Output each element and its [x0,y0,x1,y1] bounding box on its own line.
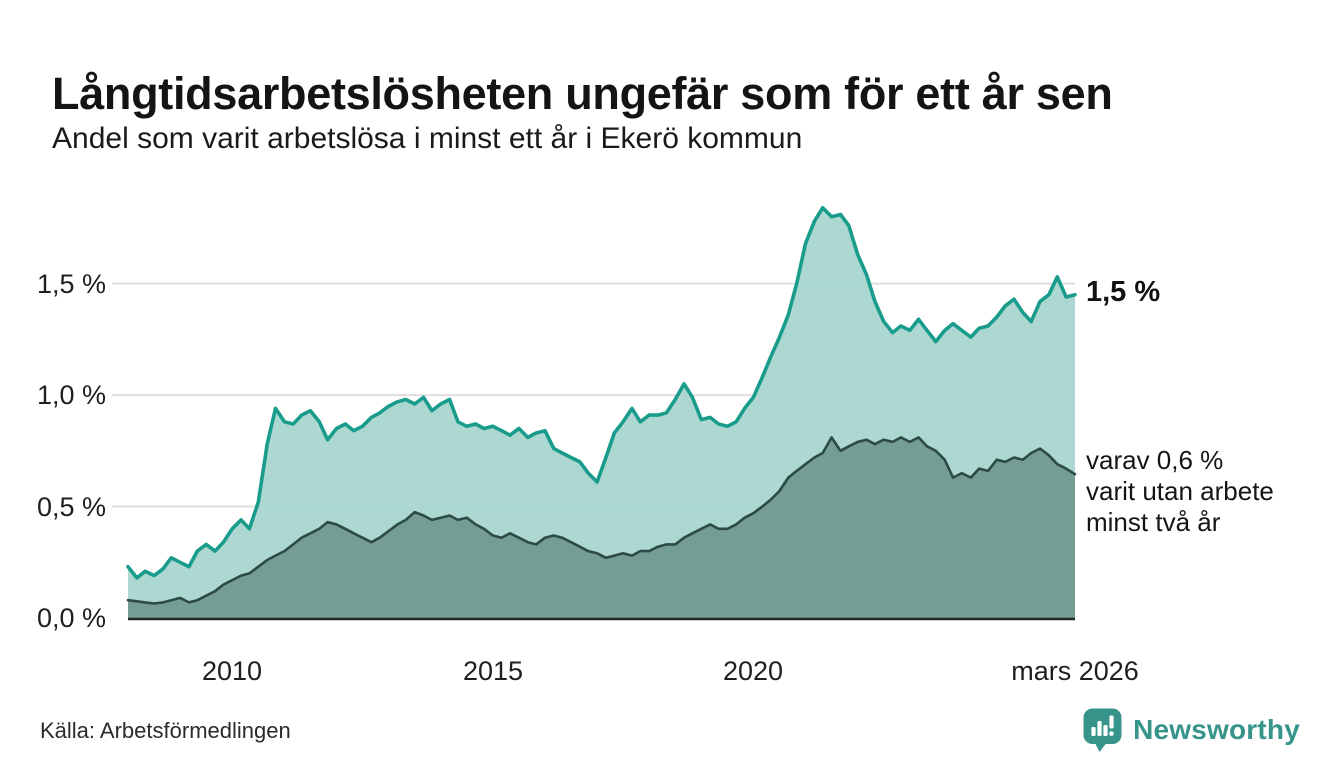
y-tick-label: 1,5 % [36,269,106,299]
newsworthy-wordmark: Newsworthy [1133,714,1300,745]
x-tick-label: 2020 [722,656,784,686]
series-lines-layer [126,206,1077,605]
x-tick-label: 2010 [201,656,263,686]
y-tick-label: 1,0 % [36,380,106,410]
end-value-label-total: 1,5 % [1086,276,1161,308]
x-tick-label: 2015 [462,656,524,686]
newsworthy-bubble-icon [1083,708,1122,752]
end-value-label-two-years: varav 0,6 % varit utan arbete minst två … [1086,445,1274,538]
area-fills-layer [128,207,1075,619]
line-arbetslosa-minst-ett-ar [126,206,1077,580]
annotation-line-3: minst två år [1086,507,1221,537]
chart-subtitle: Andel som varit arbetslösa i minst ett å… [52,122,803,155]
annotation-line-1: varav 0,6 % [1086,445,1224,475]
newsworthy-logo: Newsworthy [1083,708,1300,752]
page-title: Långtidsarbetslösheten ungefär som för e… [52,68,1113,120]
y-tick-label: 0,5 % [36,492,106,522]
source-credit: Källa: Arbetsförmedlingen [40,718,291,743]
line-arbetslosa-minst-tva-ar [126,436,1077,605]
y-tick-label: 0,0 % [36,603,106,633]
area-arbetslosa-minst-tva-ar [128,437,1075,618]
annotation-line-2: varit utan arbete [1086,476,1274,506]
x-tick-label: mars 2026 [1011,656,1139,686]
